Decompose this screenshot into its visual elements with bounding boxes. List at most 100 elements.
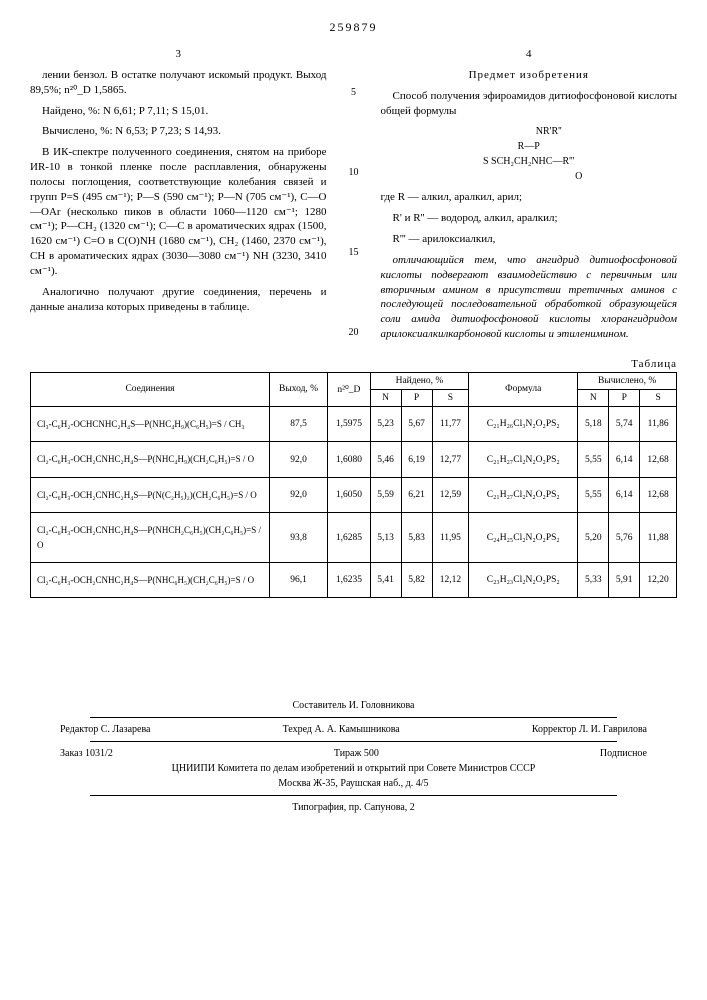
cell-cn: 5,18 [578,406,609,441]
th-found: Найдено, % [370,372,469,389]
cell-yield: 93,8 [270,513,328,563]
footer: Составитель И. Головникова Редактор С. Л… [30,698,677,815]
cell-nd: 1,6050 [328,477,370,512]
cell-yield: 92,0 [270,477,328,512]
cell-fp: 5,83 [401,513,432,563]
th-s: S [640,389,677,406]
cell-cp: 6,14 [609,442,640,477]
cell-cn: 5,20 [578,513,609,563]
table-row: Cl₂-C₆H₃-OCH₂CNHC₂H₄S—P(NHC₆H₅)(CH₂C₆H₅)… [31,562,677,597]
cell-yield: 96,1 [270,562,328,597]
cell-cp: 5,76 [609,513,640,563]
right-p2: где R — алкил, аралкил, арил; [381,190,678,205]
right-col-number: 4 [381,47,678,62]
left-p2: Найдено, %: N 6,61; P 7,11; S 15,01. [30,104,327,119]
left-p3: Вычислено, %: N 6,53; P 7,23; S 14,93. [30,124,327,139]
th-n: N [370,389,401,406]
footer-editor: Редактор С. Лазарева [60,722,150,737]
cell-cs: 12,68 [640,442,677,477]
cell-fs: 12,12 [432,562,469,597]
th-p: P [401,389,432,406]
cell-formula: C₂₁H₂₇Cl₂N₂O₂PS₂ [469,442,578,477]
table-body: Cl₃-C₆H₂-OCHCNHC₂H₄S—P(NHC₄H₉)(C₆H₅)=S /… [31,406,677,597]
th-p: P [609,389,640,406]
invention-heading: Предмет изобретения [381,68,678,83]
th-calc: Вычислено, % [578,372,677,389]
formula-line: S SCH₂CH₂NHC—R''' [381,154,678,169]
formula-line: R—P [381,139,678,154]
footer-divider [90,717,617,718]
table-row: Cl₂-C₆H₃-OCH₂CNHC₂H₄S—P(NHCH₂C₆H₅)(CH₂C₆… [31,513,677,563]
footer-corrector: Корректор Л. И. Гаврилова [532,722,647,737]
footer-tirage: Тираж 500 [334,746,379,761]
right-p5: отличающийся тем, что ангидрид дитиофосф… [381,253,678,342]
cell-formula: C₂₁H₂₆Cl₃N₂O₂PS₂ [469,406,578,441]
cell-formula: C₂₃H₂₃Cl₂N₂O₂PS₂ [469,562,578,597]
cell-nd: 1,6080 [328,442,370,477]
th-compound: Соединения [31,372,270,406]
data-table: Соединения Выход, % n²⁰_D Найдено, % Фор… [30,372,677,598]
formula-line: O [481,169,678,184]
left-col-number: 3 [30,47,327,62]
cell-cs: 11,86 [640,406,677,441]
footer-divider [90,795,617,796]
footer-order: Заказ 1031/2 [60,746,113,761]
footer-row: Редактор С. Лазарева Техред А. А. Камышн… [30,722,677,737]
th-n: N [578,389,609,406]
cell-fp: 5,82 [401,562,432,597]
line-num: 5 [347,87,361,98]
cell-cp: 5,91 [609,562,640,597]
cell-fp: 6,21 [401,477,432,512]
footer-compiler: Составитель И. Головникова [30,698,677,713]
cell-fp: 6,19 [401,442,432,477]
footer-addr: Москва Ж-35, Раушская наб., д. 4/5 [30,776,677,791]
cell-cn: 5,55 [578,477,609,512]
line-num: 10 [347,167,361,178]
th-s: S [432,389,469,406]
right-p4: R''' — арилоксиалкил, [381,232,678,247]
table-row: Cl₃-C₆H₂-OCHCNHC₂H₄S—P(NHC₄H₉)(C₆H₅)=S /… [31,406,677,441]
cell-cs: 12,20 [640,562,677,597]
page-number: 259879 [30,20,677,35]
cell-cs: 12,68 [640,477,677,512]
formula-line: NR'R'' [421,124,678,139]
cell-compound: Cl₃-C₆H₂-OCHCNHC₂H₄S—P(NHC₄H₉)(C₆H₅)=S /… [31,406,270,441]
table-row: Cl₂-C₆H₃-OCH₂CNHC₂H₄S—P(NHC₄H₉)(CH₂C₆H₅)… [31,442,677,477]
cell-nd: 1,5975 [328,406,370,441]
footer-sign: Подписное [600,746,647,761]
cell-yield: 87,5 [270,406,328,441]
left-column: 3 лении бензол. В остатке получают иском… [30,47,327,348]
line-num: 15 [347,247,361,258]
footer-org: ЦНИИПИ Комитета по делам изобретений и о… [30,761,677,776]
cell-cp: 6,14 [609,477,640,512]
cell-compound: Cl₂-C₆H₃-OCH₂CNHC₂H₄S—P(NHC₆H₅)(CH₂C₆H₅)… [31,562,270,597]
cell-compound: Cl₂-C₆H₃-OCH₂CNHC₂H₄S—P(NHCH₂C₆H₅)(CH₂C₆… [31,513,270,563]
line-number-gutter: 5 10 15 20 [347,47,361,348]
cell-fn: 5,13 [370,513,401,563]
right-column: 4 Предмет изобретения Способ получения э… [381,47,678,348]
right-p1: Способ получения эфироамидов дитиофосфон… [381,89,678,119]
footer-row: Заказ 1031/2 Тираж 500 Подписное [30,746,677,761]
cell-formula: C₂₄H₂₅Cl₂N₂O₂PS₂ [469,513,578,563]
footer-techred: Техред А. А. Камышникова [283,722,400,737]
cell-fs: 12,59 [432,477,469,512]
footer-typography: Типография, пр. Сапунова, 2 [30,800,677,815]
cell-fp: 5,67 [401,406,432,441]
left-p1: лении бензол. В остатке получают искомый… [30,68,327,98]
cell-fn: 5,41 [370,562,401,597]
cell-fn: 5,46 [370,442,401,477]
cell-formula: C₂₁H₂₇Cl₂N₂O₂PS₂ [469,477,578,512]
footer-divider [90,741,617,742]
cell-yield: 92,0 [270,442,328,477]
line-num: 20 [347,327,361,338]
th-formula: Формула [469,372,578,406]
cell-cn: 5,55 [578,442,609,477]
cell-fn: 5,23 [370,406,401,441]
cell-cp: 5,74 [609,406,640,441]
table-row: Cl₂-C₆H₃-OCH₂CNHC₂H₄S—P(N(C₂H₅)₂)(CH₂C₆H… [31,477,677,512]
cell-cs: 11,88 [640,513,677,563]
left-p5: Аналогично получают другие соединения, п… [30,285,327,315]
two-column-layout: 3 лении бензол. В остатке получают иском… [30,47,677,348]
table-label: Таблица [30,358,677,370]
cell-compound: Cl₂-C₆H₃-OCH₂CNHC₂H₄S—P(N(C₂H₅)₂)(CH₂C₆H… [31,477,270,512]
